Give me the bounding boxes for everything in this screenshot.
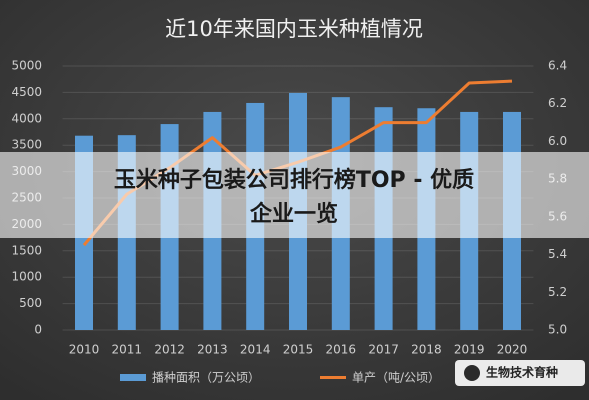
x-tick-label: 2010: [69, 343, 100, 357]
x-tick-label: 2014: [240, 343, 271, 357]
y2-tick-label: 6.4: [548, 59, 567, 73]
y2-tick-label: 5.0: [548, 323, 567, 337]
x-tick-label: 2011: [112, 343, 143, 357]
watermark-icon: [464, 365, 480, 381]
banner: [0, 152, 589, 238]
y-tick-label: 4000: [11, 111, 42, 125]
banner-text: 企业一览: [249, 201, 338, 227]
y-tick-label: 0: [34, 323, 42, 337]
chart-title: 近10年来国内玉米种植情况: [165, 17, 423, 41]
y-tick-label: 500: [19, 296, 42, 310]
watermark: 生物技术育种: [486, 365, 558, 380]
legend-label: 播种面积（万公顷）: [152, 371, 260, 385]
y-tick-label: 1500: [11, 243, 42, 257]
x-tick-label: 2015: [283, 343, 314, 357]
x-tick-label: 2013: [197, 343, 228, 357]
x-tick-label: 2020: [497, 343, 528, 357]
y-tick-label: 5000: [11, 59, 42, 73]
banner-text: 玉米种子包装公司排行榜TOP - 优质: [114, 167, 474, 193]
y2-tick-label: 6.0: [548, 134, 567, 148]
y-tick-label: 3500: [11, 138, 42, 152]
x-tick-label: 2019: [454, 343, 485, 357]
y2-tick-label: 6.2: [548, 96, 567, 110]
y-tick-label: 4500: [11, 85, 42, 99]
watermark-box: [455, 360, 585, 386]
x-tick-label: 2012: [154, 343, 185, 357]
x-tick-label: 2016: [326, 343, 357, 357]
x-tick-label: 2017: [368, 343, 399, 357]
y-tick-label: 1000: [11, 270, 42, 284]
y2-tick-label: 5.2: [548, 285, 567, 299]
legend-swatch: [120, 374, 146, 381]
x-tick-label: 2018: [411, 343, 442, 357]
legend-label: 单产（吨/公顷）: [352, 371, 440, 385]
y2-tick-label: 5.4: [548, 247, 567, 261]
